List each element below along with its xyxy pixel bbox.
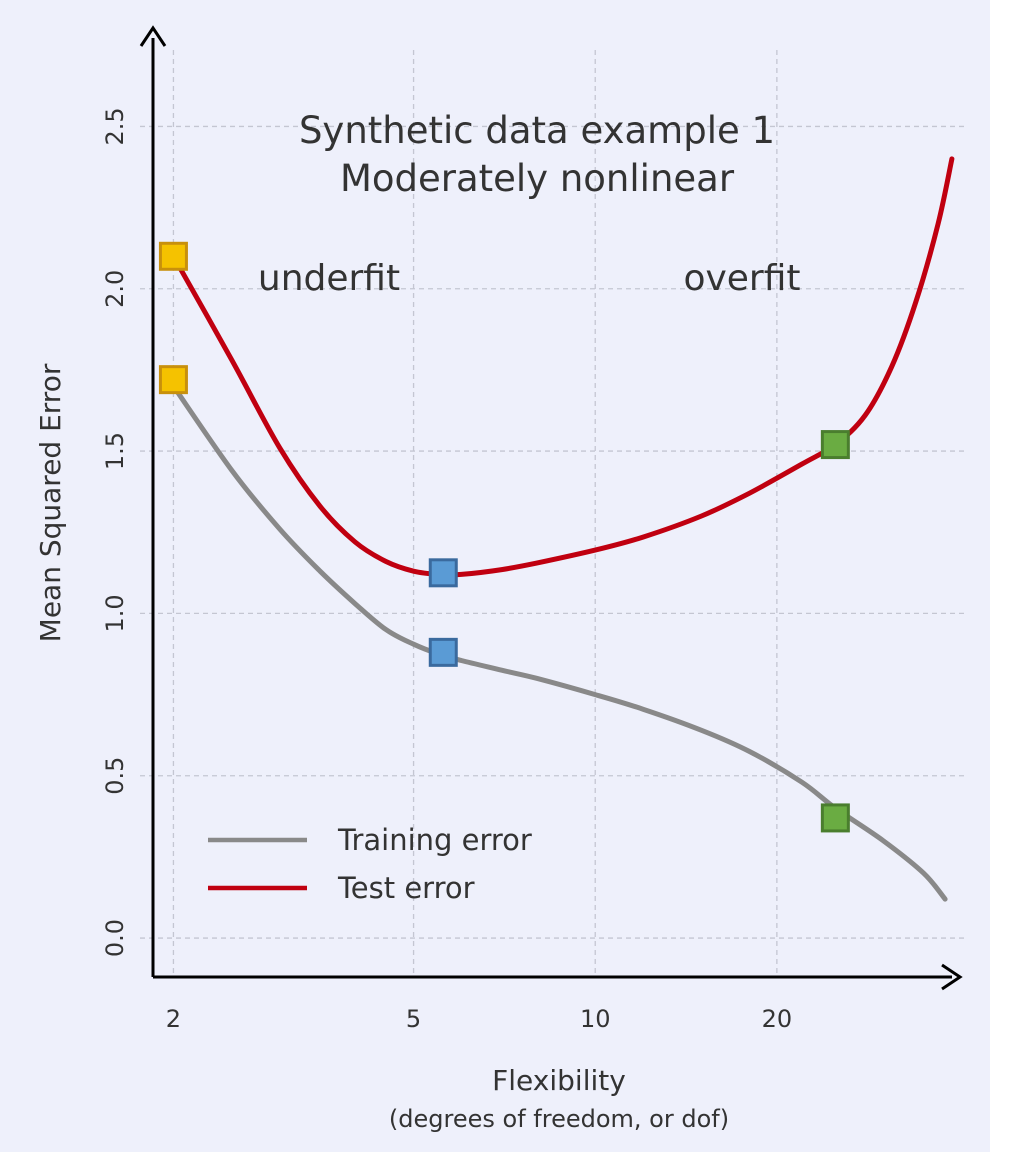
y-tick-label: 1.5 <box>101 432 129 470</box>
x-tick-label: 10 <box>580 1005 611 1033</box>
marker-layer <box>158 241 850 833</box>
x-axis-subtitle: (degrees of freedom, or dof) <box>389 1105 729 1133</box>
x-tick-label: 5 <box>406 1005 421 1033</box>
data-point-marker <box>158 365 188 395</box>
annotation-overfit: overfit <box>683 258 800 299</box>
y-tick-label: 0.0 <box>101 919 129 957</box>
y-tick-label: 2.0 <box>101 270 129 308</box>
axes-layer <box>139 25 963 991</box>
y-axis-arrow-icon <box>139 25 167 47</box>
x-tick-label: 2 <box>166 1005 181 1033</box>
chart-area: 2 5 10 20 0.0 0.5 1.0 1.5 2.0 2.5 Synthetic data … <box>0 0 990 1152</box>
test-error-line <box>170 156 955 578</box>
data-point-marker <box>428 558 458 588</box>
y-tick-label: 1.0 <box>101 594 129 632</box>
chart-title-line-2: Moderately nonlinear <box>340 157 735 200</box>
data-point-marker <box>820 430 850 460</box>
y-tick-label: 0.5 <box>101 757 129 795</box>
data-point-marker <box>158 241 188 271</box>
data-point-marker <box>820 803 850 833</box>
annotation-underfit: underfit <box>258 258 400 299</box>
legend: Training error Test error <box>208 823 532 905</box>
legend-label-training: Training error <box>337 823 532 857</box>
x-tick-label: 20 <box>762 1005 793 1033</box>
data-point-marker <box>428 637 458 667</box>
x-axis-arrow-icon <box>941 963 963 991</box>
y-axis-title: Mean Squared Error <box>34 363 67 642</box>
legend-label-test: Test error <box>337 871 475 905</box>
x-axis-title: Flexibility <box>492 1064 626 1097</box>
y-tick-label: 2.5 <box>101 107 129 145</box>
chart-svg: 2 5 10 20 0.0 0.5 1.0 1.5 2.0 2.5 Synthetic data … <box>34 25 965 1133</box>
chart-title-line-1: Synthetic data example 1 <box>299 109 775 152</box>
tick-layer: 2 5 10 20 0.0 0.5 1.0 1.5 2.0 2.5 <box>101 107 792 1033</box>
